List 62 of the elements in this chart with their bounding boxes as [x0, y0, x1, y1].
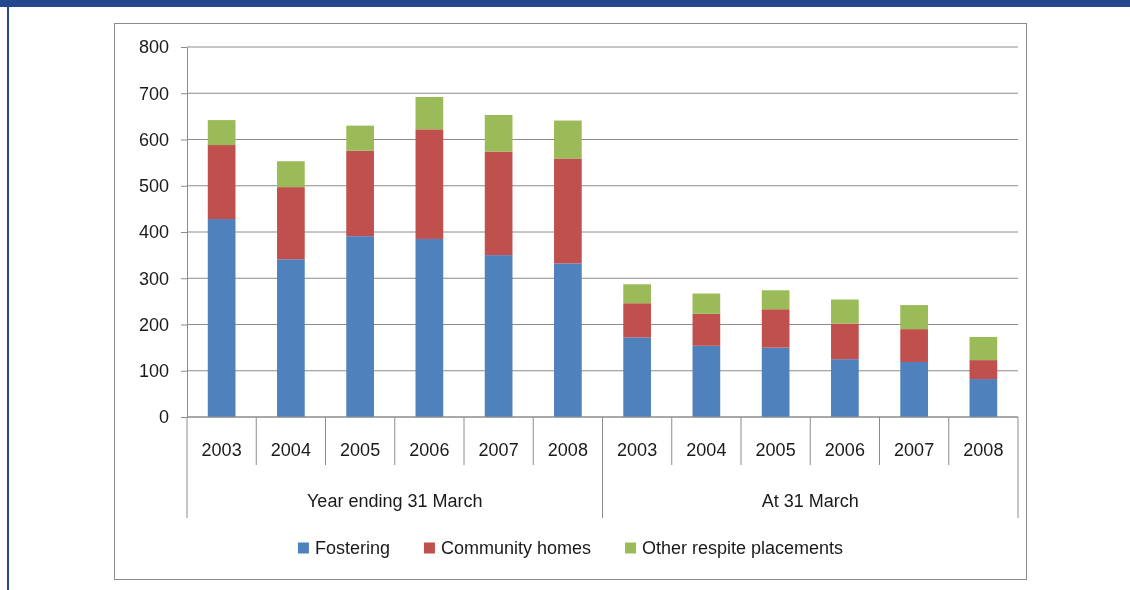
x-tick-label: 2005: [340, 440, 381, 460]
bar: [484, 114, 513, 152]
bar: [277, 259, 305, 417]
bar: [900, 361, 928, 417]
bar: [692, 345, 721, 417]
bar: [554, 263, 582, 417]
text: At 31 March: [761, 491, 859, 511]
x-tick-label: 2006: [824, 440, 865, 460]
bar: [484, 151, 513, 256]
y-tick-label: 600: [138, 129, 169, 150]
bar: [761, 347, 790, 417]
x-tick-label: 2003: [617, 440, 658, 460]
x-tick-label: 2007: [478, 440, 519, 460]
x-tick-label: 2007: [894, 440, 935, 460]
bar: [415, 238, 444, 417]
y-tick-label: 200: [138, 314, 169, 335]
bar: [900, 329, 928, 362]
bar: [346, 236, 374, 417]
y-tick-label: 500: [138, 176, 169, 197]
bar: [346, 125, 374, 151]
x-tick-label: 2004: [270, 440, 311, 460]
bar: [969, 336, 998, 361]
bar: [415, 129, 444, 239]
bar: [761, 309, 790, 348]
bar: [277, 161, 305, 188]
bar: [554, 120, 582, 159]
legend-label: Other respite placements: [642, 538, 844, 558]
bar: [207, 145, 236, 220]
x-tick-label: 2004: [686, 440, 727, 460]
bar: [623, 303, 651, 338]
bar: [831, 299, 859, 324]
bar: [969, 379, 998, 417]
text: Year ending 31 March: [307, 491, 483, 511]
x-tick-label: 2005: [755, 440, 796, 460]
bar: [761, 290, 790, 310]
x-tick-label: 2006: [409, 440, 450, 460]
bar: [207, 219, 236, 417]
bar: [969, 360, 998, 380]
legend-label: Community homes: [440, 538, 591, 558]
bar: [484, 255, 513, 417]
bar: [346, 150, 374, 237]
x-tick-label: 2008: [547, 440, 588, 460]
y-tick-label: 300: [138, 268, 169, 289]
bar: [277, 187, 305, 260]
bar: [900, 305, 928, 330]
x-tick-label: 2003: [201, 440, 242, 460]
y-tick-label: 800: [138, 37, 169, 58]
bar: [623, 337, 651, 417]
y-tick-label: 400: [138, 222, 169, 243]
bar: [692, 313, 721, 346]
bar: [831, 359, 859, 417]
bar: [207, 120, 236, 146]
x-tick-label: 2008: [963, 440, 1004, 460]
bar: [692, 293, 721, 314]
y-tick-label: 100: [138, 361, 169, 382]
legend-label: Fostering: [314, 538, 390, 558]
y-tick-label: 700: [138, 83, 169, 104]
bar: [831, 323, 859, 360]
bar: [623, 284, 651, 304]
bar: [415, 96, 444, 130]
bar: [554, 158, 582, 264]
y-tick-label: 0: [158, 407, 169, 428]
